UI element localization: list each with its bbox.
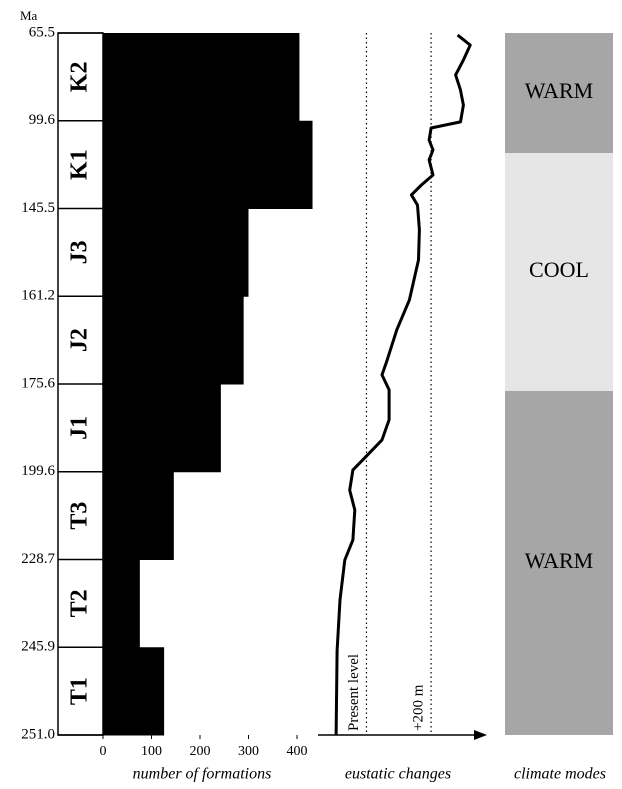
- bar: [103, 33, 300, 122]
- y-tick-label: 161.2: [21, 288, 55, 304]
- eustatic-curve: [334, 33, 472, 736]
- stage-label: T3: [67, 502, 93, 530]
- bar: [103, 296, 244, 385]
- climate-label: WARM: [525, 548, 593, 573]
- stage-label: J1: [67, 416, 93, 440]
- y-tick-label: 199.6: [21, 463, 55, 479]
- x-axis-label: eustatic changes: [345, 766, 451, 783]
- climate-band: [505, 390, 613, 735]
- stage-label: K1: [67, 149, 93, 180]
- climate-label: WARM: [525, 78, 593, 103]
- axis-arrow: [474, 730, 487, 740]
- stage-label: K2: [67, 62, 93, 93]
- bar: [103, 647, 165, 736]
- bar: [103, 559, 140, 648]
- stage-label: T2: [67, 589, 93, 617]
- climate-band: [505, 153, 613, 391]
- reference-label: Present level: [346, 654, 362, 731]
- y-tick-label: 175.6: [21, 375, 55, 391]
- bar: [103, 471, 174, 560]
- y-tick-label: 99.6: [29, 112, 56, 128]
- x-axis-label: climate modes: [514, 766, 606, 783]
- y-tick-label: 228.7: [21, 551, 55, 567]
- stage-label: J3: [67, 240, 93, 264]
- stage-label: J2: [67, 328, 93, 352]
- x-axis-label: number of formations: [133, 766, 272, 783]
- y-axis-label: Ma: [20, 8, 38, 23]
- stage-label: T1: [67, 677, 93, 705]
- bar: [103, 208, 249, 297]
- x-tick-label: 100: [141, 744, 162, 759]
- climate-label: COOL: [529, 257, 589, 282]
- x-tick-label: 0: [100, 744, 107, 759]
- bar: [103, 384, 221, 473]
- y-tick-label: 145.5: [21, 200, 55, 216]
- y-tick-label: 245.9: [21, 639, 55, 655]
- x-tick-label: 300: [238, 744, 259, 759]
- x-tick-label: 400: [287, 744, 308, 759]
- y-tick-label: 65.5: [29, 24, 55, 40]
- reference-label: +200 m: [411, 684, 427, 731]
- bar: [103, 120, 313, 209]
- x-tick-label: 200: [190, 744, 211, 759]
- y-tick-label: 251.0: [21, 726, 55, 742]
- climate-band: [505, 33, 613, 154]
